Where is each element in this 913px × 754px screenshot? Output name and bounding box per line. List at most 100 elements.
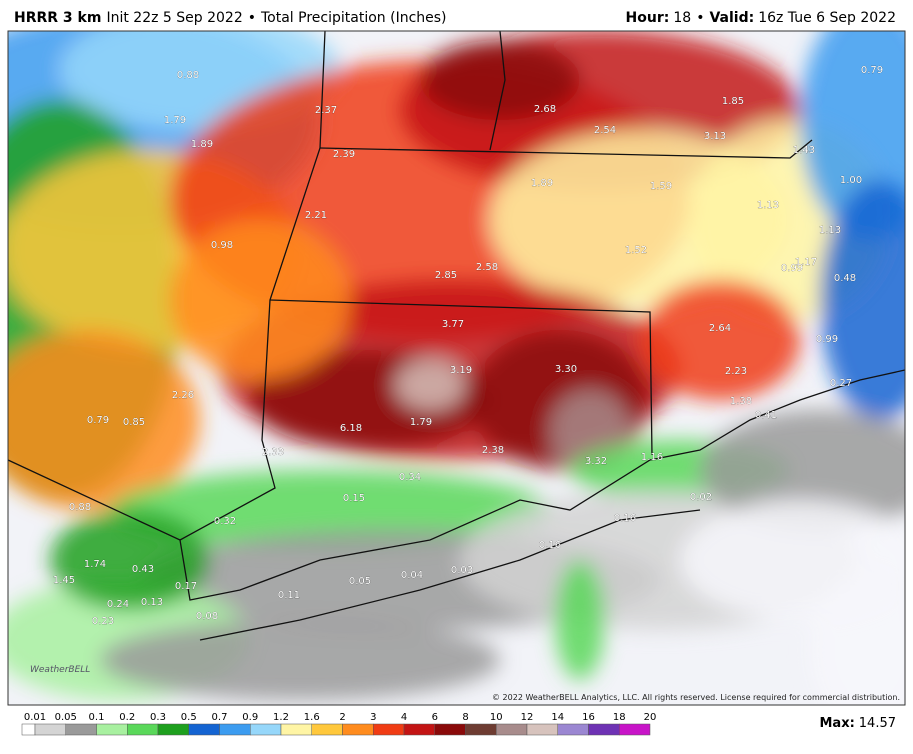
hour-label: Hour: [626,10,670,26]
value-label: 2.21 [305,210,327,221]
precip-blob [100,620,500,700]
value-label: 0.48 [834,273,856,284]
copyright: © 2022 WeatherBELL Analytics, LLC. All r… [492,693,900,702]
colorbar-swatch [250,723,282,736]
colorbar-label: 2 [339,712,345,723]
colorbar-swatch [127,723,159,736]
colorbar-swatch [65,723,97,736]
max-value: 14.57 [859,716,896,731]
value-label: 1.16 [641,452,663,463]
colorbar-swatch [188,723,220,736]
precip-blob [395,360,465,410]
value-label: 1.89 [531,178,553,189]
logo: WeatherBELL [30,665,90,675]
colorbar: 0.01 0.05 0.1 0.2 0.3 0.5 0.7 0.9 1.2 1.6 2 3 4 6 8 10 1… [21,712,657,736]
colorbar-label: 18 [613,712,626,723]
value-label: 1.00 [840,175,862,186]
value-label: 2.37 [315,105,337,116]
value-label: 3.19 [450,365,472,376]
value-label: 0.41 [755,410,777,421]
colorbar-label: 0.1 [89,712,105,723]
colorbar-label: 0.9 [242,712,258,723]
colorbar-label: 0.05 [55,712,77,723]
precip-blob [555,560,605,680]
state-line [269,299,653,456]
value-label: 0.04 [401,570,423,581]
value-label: 0.34 [399,472,421,483]
max-label: Max: [819,716,854,731]
value-label: 1.13 [819,225,841,236]
value-label: 2.23 [725,366,747,377]
colorbar-swatch [465,723,497,736]
max: Max: 14.57 [819,716,896,731]
colorbar-swatch [96,723,128,736]
value-label: 0.16 [614,513,636,524]
value-label: 2.26 [172,390,194,401]
value-label: 2.85 [435,270,457,281]
precip-blob [680,500,905,620]
value-label: 0.11 [278,590,300,601]
state-line [319,139,813,159]
value-label: 0.32 [214,516,236,527]
value-label: 2.33 [262,447,284,458]
colorbar-swatch [342,723,374,736]
precip-blob [110,470,550,550]
colorbar-label: 0.5 [181,712,197,723]
value-label: 0.15 [343,493,365,504]
colorbar-label: 12 [521,712,534,723]
colorbar-swatch [434,723,466,736]
colorbar-label: 1.6 [304,712,320,723]
value-label: 0.79 [861,65,883,76]
value-label: 2.38 [482,445,504,456]
state-line [8,459,181,541]
colorbar-swatch [403,723,435,736]
sep: • [696,10,704,26]
precip-blob [640,280,800,400]
value-label: 2.64 [709,323,731,334]
value-label: 0.27 [830,378,852,389]
colorbar-swatch [373,723,405,736]
value-label: 1.89 [191,139,213,150]
sep: • [248,10,256,26]
value-label: 0.23 [92,616,114,627]
value-label: 1.38 [730,396,752,407]
colorbar-swatch [619,723,651,736]
coastline [179,369,905,601]
value-label: 1.17 [795,257,817,268]
precip-field [8,31,905,705]
value-label: 0.24 [107,599,129,610]
colorbar-swatch [34,723,66,736]
valid: 16z Tue 6 Sep 2022 [758,10,896,26]
colorbar-label: 20 [644,712,657,723]
value-label: 0.98 [211,240,233,251]
colorbar-swatch [219,723,251,736]
precip-blob [170,220,350,380]
value-label: 0.85 [123,417,145,428]
value-label: 2.58 [476,262,498,273]
colorbar-label: 8 [462,712,468,723]
value-label: 3.30 [555,364,577,375]
value-label: 2.39 [333,149,355,160]
colorbar-label: 6 [432,712,438,723]
precip-blob [8,330,200,510]
precip-blob [420,40,580,120]
value-label: 2.54 [594,125,616,136]
model: HRRR 3 km [14,10,101,26]
value-label: 1.74 [84,559,106,570]
colorbar-label: 10 [490,712,503,723]
value-label: 0.79 [87,415,109,426]
value-label: 6.18 [340,423,362,434]
value-label: 3.32 [585,456,607,467]
colorbar-label: 14 [551,712,564,723]
header-left: HRRR 3 km Init 22z 5 Sep 2022 • Total Preci… [14,10,447,26]
colorbar-label: 0.2 [119,712,135,723]
colorbar-label: 0.01 [24,712,46,723]
colorbar-swatch [157,723,189,736]
colorbar-label: 16 [582,712,595,723]
precip-blob [50,510,210,610]
init: Init 22z 5 Sep 2022 [106,10,242,26]
value-label: 1.52 [625,245,647,256]
value-label: 3.13 [704,131,726,142]
state-line [179,31,326,541]
